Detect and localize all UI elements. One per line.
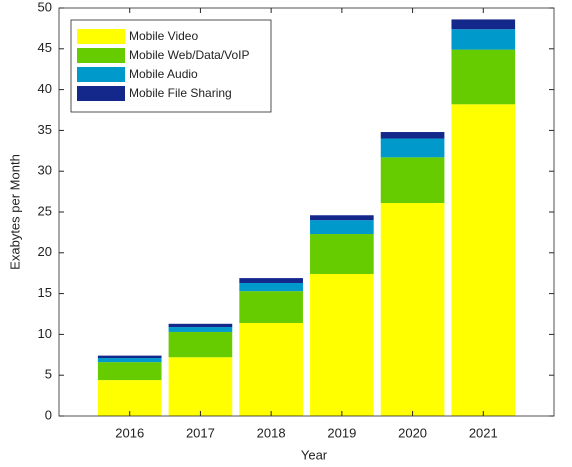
x-tick-label: 2021 bbox=[469, 425, 498, 440]
bar-segment bbox=[380, 157, 445, 204]
bar-segment bbox=[380, 138, 445, 158]
bar-segment bbox=[168, 331, 233, 358]
y-tick-label: 15 bbox=[38, 285, 52, 300]
bar-segment bbox=[239, 282, 303, 292]
y-tick-label: 10 bbox=[38, 326, 52, 341]
bar-segment bbox=[97, 358, 162, 363]
bar-segment bbox=[310, 215, 374, 221]
bar-segment bbox=[310, 220, 374, 235]
bar-segment bbox=[310, 274, 374, 416]
legend-label: Mobile Web/Data/VoIP bbox=[129, 48, 250, 62]
y-tick-label: 30 bbox=[38, 163, 52, 178]
y-axis-label: Exabytes per Month bbox=[7, 154, 22, 270]
bar-segment bbox=[97, 362, 162, 381]
legend-label: Mobile Audio bbox=[129, 67, 198, 81]
x-tick-label: 2019 bbox=[327, 425, 356, 440]
x-axis-label: Year bbox=[301, 447, 328, 462]
x-tick-label: 2018 bbox=[257, 425, 286, 440]
y-tick-label: 20 bbox=[38, 244, 52, 259]
legend-swatch bbox=[77, 67, 125, 82]
bar-segment bbox=[239, 291, 303, 323]
y-tick-label: 35 bbox=[38, 122, 52, 137]
legend-swatch bbox=[77, 86, 125, 101]
bar-segment bbox=[239, 322, 303, 416]
x-tick-label: 2016 bbox=[115, 425, 144, 440]
bar-segment bbox=[451, 19, 516, 30]
bar-segment bbox=[451, 29, 516, 50]
bar-segment bbox=[168, 357, 233, 416]
y-tick-label: 0 bbox=[45, 407, 52, 422]
y-tick-label: 5 bbox=[45, 367, 52, 382]
bar-segment bbox=[451, 49, 516, 105]
legend-label: Mobile File Sharing bbox=[129, 86, 232, 100]
y-tick-label: 25 bbox=[38, 203, 52, 218]
y-tick-label: 50 bbox=[38, 0, 52, 14]
bar-segment bbox=[380, 132, 445, 139]
x-tick-label: 2017 bbox=[186, 425, 215, 440]
bar-segment bbox=[97, 380, 162, 416]
y-tick-label: 45 bbox=[38, 40, 52, 55]
bar-segment bbox=[97, 355, 162, 359]
bar-segment bbox=[310, 234, 374, 275]
legend-label: Mobile Video bbox=[129, 29, 198, 43]
legend-swatch bbox=[77, 29, 125, 44]
x-tick-label: 2020 bbox=[398, 425, 427, 440]
bar-segment bbox=[380, 203, 445, 416]
bar-segment bbox=[168, 327, 233, 332]
bar-segment bbox=[451, 104, 516, 417]
bar-segment bbox=[168, 323, 233, 328]
y-tick-label: 40 bbox=[38, 81, 52, 96]
legend-swatch bbox=[77, 48, 125, 63]
bar-segment bbox=[239, 278, 303, 283]
